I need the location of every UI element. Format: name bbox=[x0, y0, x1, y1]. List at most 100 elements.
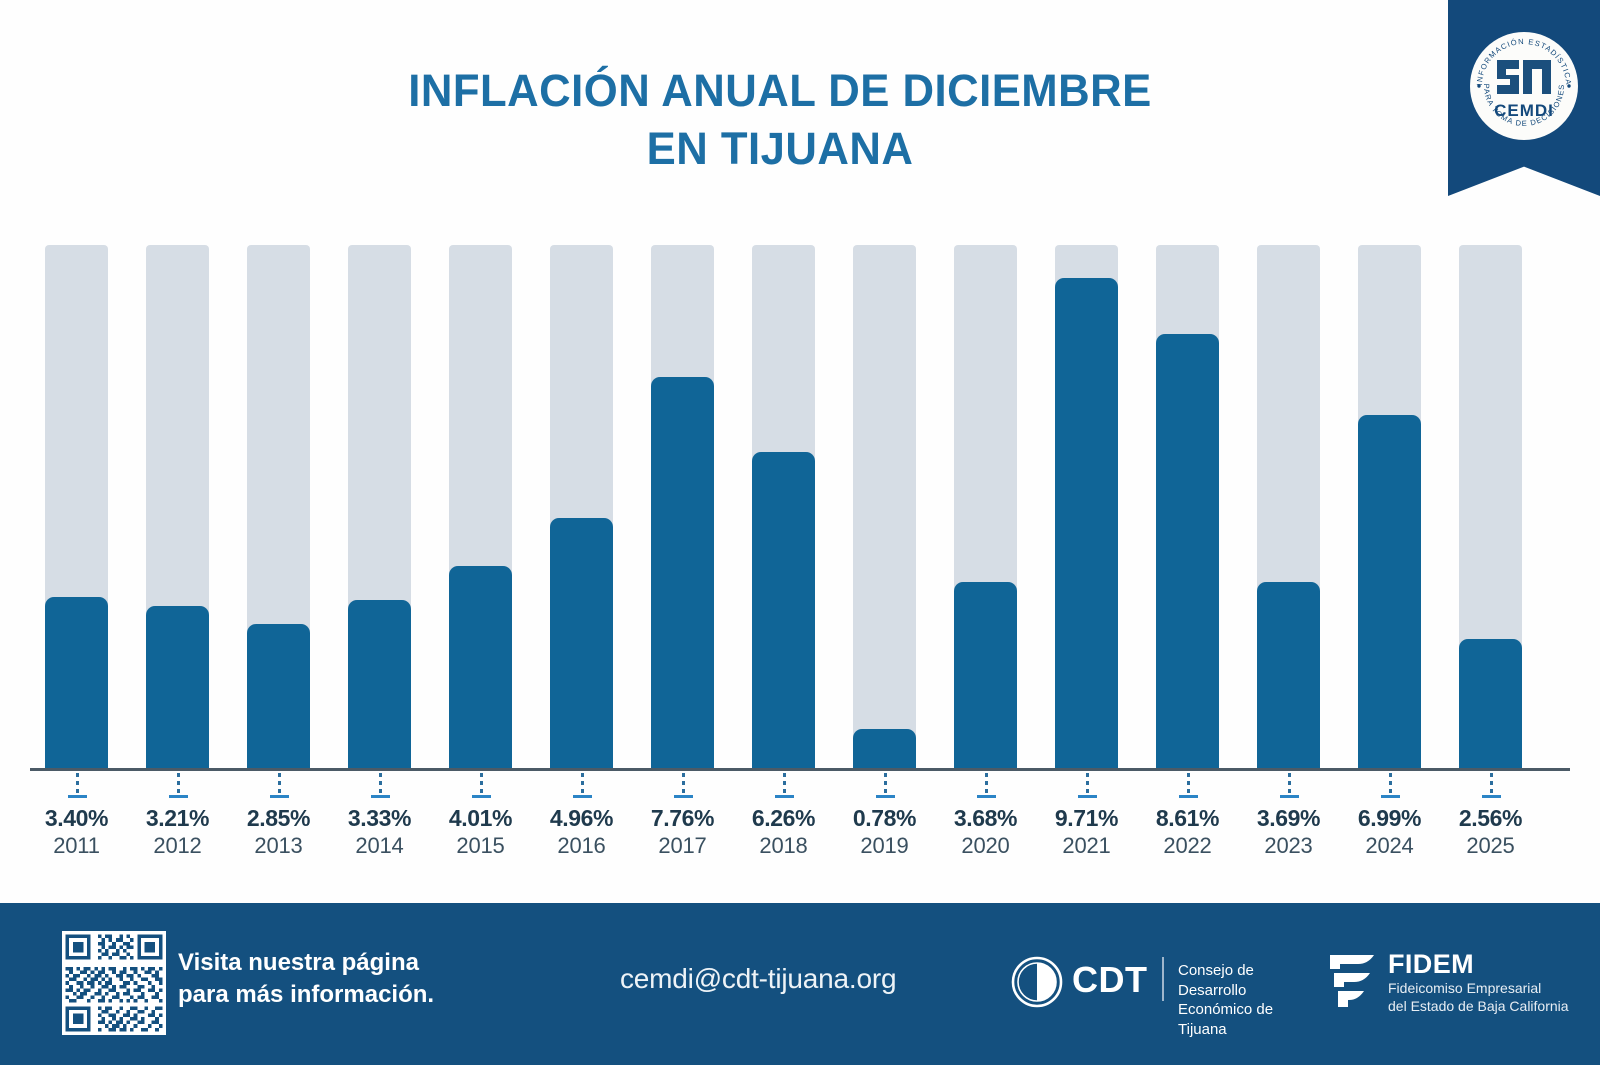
fidem-f-icon bbox=[1330, 955, 1374, 1007]
bar[interactable] bbox=[651, 376, 714, 768]
bars-plot bbox=[45, 245, 1555, 768]
value-label: 3.40% bbox=[44, 805, 109, 831]
cemdi-badge: INFORMACIÓN ESTADÍSTICA PARA TOMA DE DEC… bbox=[1448, 0, 1600, 196]
axis-tick bbox=[782, 773, 786, 793]
bar-column bbox=[247, 245, 310, 768]
title-line-1: INFLACIÓN ANUAL DE DICIEMBRE bbox=[408, 65, 1152, 116]
axis-tick-base bbox=[1380, 795, 1400, 798]
year-label: 2018 bbox=[759, 833, 808, 858]
bar[interactable] bbox=[1459, 638, 1522, 768]
value-label: 3.33% bbox=[347, 805, 412, 831]
bar-column bbox=[752, 245, 815, 768]
axis-tick bbox=[479, 773, 483, 793]
cdt-divider bbox=[1162, 957, 1164, 1001]
axis-tick-base bbox=[168, 795, 188, 798]
bar[interactable] bbox=[146, 606, 209, 768]
contact-email[interactable]: cemdi@cdt-tijuana.org bbox=[620, 963, 897, 994]
year-label: 2012 bbox=[153, 833, 202, 858]
year-label: 2023 bbox=[1264, 833, 1313, 858]
bar-column bbox=[651, 245, 714, 768]
bar[interactable] bbox=[1257, 581, 1320, 768]
value-label: 6.26% bbox=[751, 805, 816, 831]
bar[interactable] bbox=[1055, 278, 1118, 768]
axis-tick bbox=[378, 773, 382, 793]
bar[interactable] bbox=[45, 596, 108, 768]
axis-label-group: 3.33% 2014 bbox=[320, 805, 440, 859]
axis-tick bbox=[1085, 773, 1089, 793]
axis-tick-base bbox=[1077, 795, 1097, 798]
cdt-tagline-line-1: Consejo de Desarrollo bbox=[1178, 962, 1254, 999]
header: INFLACIÓN ANUAL DE DICIEMBRE EN TIJUANA … bbox=[0, 0, 1600, 205]
bar-column bbox=[853, 245, 916, 768]
axis-tick bbox=[883, 773, 887, 793]
footer: Visita nuestra página para más informaci… bbox=[0, 903, 1600, 1065]
bar[interactable] bbox=[1358, 415, 1421, 768]
fidem-logo: FIDEM Fideicomiso Empresarial del Estado… bbox=[1320, 947, 1580, 1017]
bar-column bbox=[1459, 245, 1522, 768]
year-label: 2019 bbox=[860, 833, 909, 858]
axis-tick-base bbox=[673, 795, 693, 798]
value-label: 2.85% bbox=[246, 805, 311, 831]
bar[interactable] bbox=[247, 624, 310, 768]
axis-label-group: 0.78% 2019 bbox=[825, 805, 945, 859]
axis-tick bbox=[75, 773, 79, 793]
axis-label-group: 3.21% 2012 bbox=[118, 805, 238, 859]
axis-label-group: 3.69% 2023 bbox=[1229, 805, 1349, 859]
axis-tick-base bbox=[1178, 795, 1198, 798]
cdt-logo: CDT Consejo de Desarrollo Económico de T… bbox=[1010, 951, 1300, 1038]
bar-column bbox=[449, 245, 512, 768]
bar-column bbox=[1156, 245, 1219, 768]
page-title: INFLACIÓN ANUAL DE DICIEMBRE EN TIJUANA bbox=[198, 62, 1362, 177]
value-label: 3.69% bbox=[1256, 805, 1321, 831]
fidem-wordmark: FIDEM bbox=[1388, 949, 1474, 979]
fidem-tagline-line-2: del Estado de Baja California bbox=[1388, 998, 1569, 1015]
axis-tick bbox=[580, 773, 584, 793]
year-label: 2014 bbox=[355, 833, 404, 858]
value-label: 2.56% bbox=[1458, 805, 1523, 831]
year-label: 2021 bbox=[1062, 833, 1111, 858]
bar-track bbox=[853, 245, 916, 768]
axis-label-group: 4.96% 2016 bbox=[522, 805, 642, 859]
visit-text: Visita nuestra página para más informaci… bbox=[178, 947, 434, 1012]
qr-code-icon[interactable] bbox=[62, 931, 166, 1035]
bar[interactable] bbox=[853, 728, 916, 768]
axis-tick-base bbox=[1279, 795, 1299, 798]
bar[interactable] bbox=[449, 565, 512, 768]
year-label: 2022 bbox=[1163, 833, 1212, 858]
axis-label-group: 6.99% 2024 bbox=[1330, 805, 1450, 859]
axis-tick bbox=[681, 773, 685, 793]
axis-label-group: 7.76% 2017 bbox=[623, 805, 743, 859]
bar[interactable] bbox=[1156, 333, 1219, 768]
bar[interactable] bbox=[348, 600, 411, 768]
axis-tick-base bbox=[269, 795, 289, 798]
year-label: 2015 bbox=[456, 833, 505, 858]
bar[interactable] bbox=[752, 452, 815, 768]
x-axis-line bbox=[30, 768, 1570, 771]
axis-label-group: 6.26% 2018 bbox=[724, 805, 844, 859]
bar[interactable] bbox=[954, 582, 1017, 768]
bar-column bbox=[1055, 245, 1118, 768]
bar-column bbox=[348, 245, 411, 768]
bar-column bbox=[1257, 245, 1320, 768]
axis-label-group: 2.56% 2025 bbox=[1431, 805, 1551, 859]
year-label: 2024 bbox=[1365, 833, 1414, 858]
cdt-tagline-line-2: Económico de Tijuana bbox=[1178, 1001, 1274, 1038]
axis-tick-base bbox=[976, 795, 996, 798]
value-label: 4.01% bbox=[448, 805, 513, 831]
fidem-tagline-line-1: Fideicomiso Empresarial bbox=[1388, 980, 1542, 996]
bar[interactable] bbox=[550, 517, 613, 768]
axis-label-group: 3.68% 2020 bbox=[926, 805, 1046, 859]
fidem-tagline: Fideicomiso Empresarial del Estado de Ba… bbox=[1388, 979, 1569, 1015]
bar-column bbox=[550, 245, 613, 768]
axis-label-group: 2.85% 2013 bbox=[219, 805, 339, 859]
year-label: 2025 bbox=[1466, 833, 1515, 858]
axis-tick bbox=[1489, 773, 1493, 793]
bar-column bbox=[45, 245, 108, 768]
qr-code-svg bbox=[62, 931, 166, 1035]
cemdi-monogram-icon bbox=[1497, 60, 1551, 94]
axis-tick-base bbox=[572, 795, 592, 798]
cdt-wordmark: CDT bbox=[1072, 959, 1148, 1000]
value-label: 3.68% bbox=[953, 805, 1018, 831]
year-label: 2020 bbox=[961, 833, 1010, 858]
axis-label-group: 4.01% 2015 bbox=[421, 805, 541, 859]
